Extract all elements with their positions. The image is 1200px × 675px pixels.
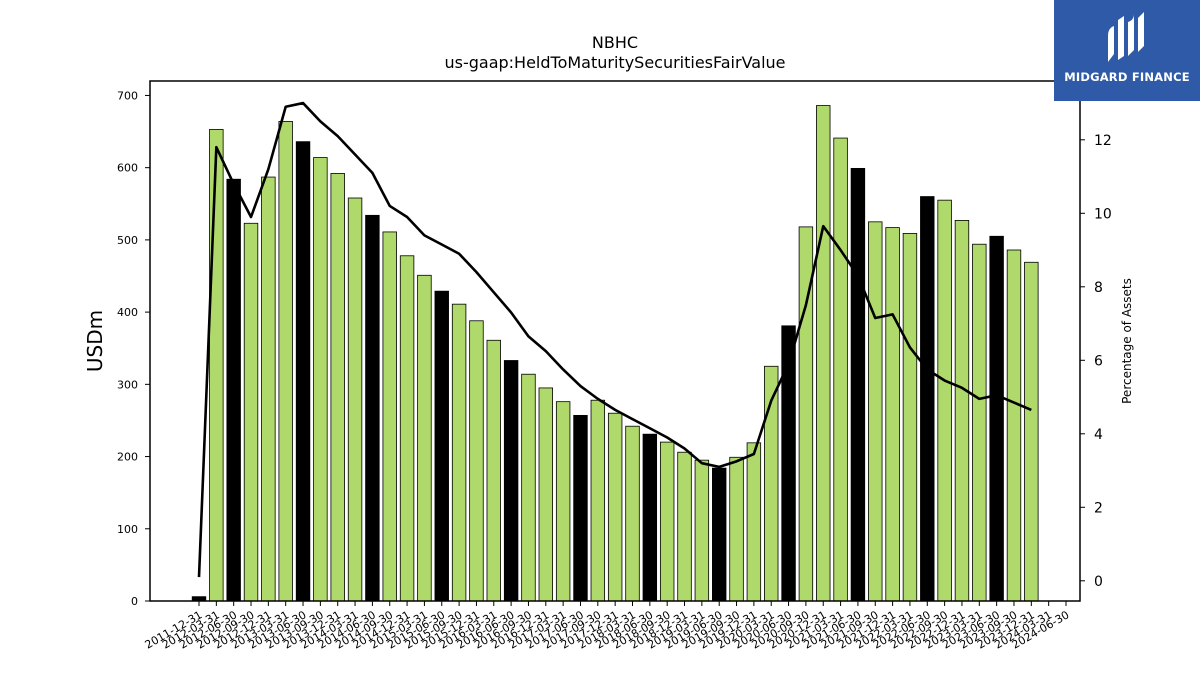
bar-2014-03-31 xyxy=(347,197,363,602)
bar-2022-06-30 xyxy=(920,196,935,602)
bar-2023-12-31 xyxy=(1024,261,1039,602)
bar-2018-12-31 xyxy=(677,451,692,602)
bar-2019-06-30 xyxy=(712,467,727,602)
x-axis: 2011-12-312012-03-312012-06-302012-09-30… xyxy=(143,601,1072,652)
bar-2019-09-30 xyxy=(729,456,744,602)
bar-2013-12-31 xyxy=(330,173,345,602)
y2-tick-label: 12 xyxy=(1094,133,1112,149)
bar-2012-12-31 xyxy=(261,176,276,602)
bar-2014-06-30 xyxy=(365,214,380,602)
bar-2021-03-31 xyxy=(833,137,848,602)
y2-tick-label: 10 xyxy=(1094,206,1112,222)
chart-subtitle: us-gaap:HeldToMaturitySecuritiesFairValu… xyxy=(444,53,785,72)
midgard-logo-icon xyxy=(1108,12,1144,62)
y-tick-label: 0 xyxy=(131,595,138,608)
bar-series xyxy=(191,105,1039,602)
y2-tick-label: 8 xyxy=(1094,280,1103,296)
bar-2016-06-30 xyxy=(503,360,519,602)
bar-2018-03-31 xyxy=(625,425,640,602)
y-tick-label: 700 xyxy=(117,89,138,102)
y2-tick-label: 0 xyxy=(1094,574,1103,590)
bar-2021-12-31 xyxy=(885,227,900,602)
y-tick-label: 200 xyxy=(117,451,138,464)
y-tick-label: 400 xyxy=(117,306,138,319)
bar-2012-03-31 xyxy=(209,128,224,602)
bar-2013-09-30 xyxy=(313,157,328,602)
bar-2019-12-31 xyxy=(746,442,762,602)
y2-tick-label: 6 xyxy=(1094,353,1103,369)
bar-2023-09-30 xyxy=(1006,249,1022,602)
bar-2013-06-30 xyxy=(295,141,311,602)
bar-2020-06-30 xyxy=(781,325,796,602)
brand-logo: MIDGARD FINANCE xyxy=(1054,0,1200,101)
bar-2015-06-30 xyxy=(434,290,449,602)
bar-2012-06-30 xyxy=(226,178,241,602)
bar-2013-03-31 xyxy=(278,121,293,602)
bar-2017-06-30 xyxy=(573,414,588,602)
bar-2022-03-31 xyxy=(902,232,918,602)
line-series xyxy=(197,101,1032,578)
chart-title: NBHC xyxy=(592,33,638,52)
y-axis-label: USDm xyxy=(83,310,107,372)
brand-name: MIDGARD FINANCE xyxy=(1064,70,1190,84)
bar-2017-12-31 xyxy=(607,412,623,602)
bar-2015-03-31 xyxy=(417,274,432,602)
bar-2023-03-31 xyxy=(972,243,987,602)
bar-2018-09-30 xyxy=(659,441,675,602)
bar-2015-12-31 xyxy=(469,320,484,602)
y-tick-label: 600 xyxy=(117,162,138,175)
y2-tick-label: 4 xyxy=(1094,427,1103,443)
pct-assets-line xyxy=(197,101,1032,578)
y-tick-label: 300 xyxy=(117,378,138,391)
bar-2014-09-30 xyxy=(382,231,397,602)
bar-2023-06-30 xyxy=(989,235,1004,602)
bar-2016-12-31 xyxy=(538,387,554,602)
y-axis-left: 0 100 200 300 400 500 600 700 xyxy=(117,89,150,608)
bar-2012-09-30 xyxy=(243,222,259,602)
y2-tick-label: 2 xyxy=(1094,500,1103,516)
y-axis-right: 0 2 4 6 8 10 12 xyxy=(1080,133,1112,590)
bar-2017-03-31 xyxy=(555,401,571,602)
y-tick-label: 100 xyxy=(117,523,138,536)
bar-2017-09-30 xyxy=(590,399,606,602)
bar-2020-12-31 xyxy=(816,105,831,602)
bar-2015-09-30 xyxy=(451,303,467,602)
bar-2021-09-30 xyxy=(868,221,883,602)
y2-axis-label: Percentage of Assets xyxy=(1120,278,1134,404)
bar-2019-03-31 xyxy=(694,459,710,602)
y-tick-label: 500 xyxy=(117,234,138,247)
bar-2016-09-30 xyxy=(521,373,536,602)
bar-2018-06-30 xyxy=(642,433,658,602)
bar-2022-09-30 xyxy=(937,199,952,602)
bar-2014-12-31 xyxy=(399,255,415,602)
bar-2022-12-31 xyxy=(954,219,970,602)
bar-2021-06-30 xyxy=(850,167,866,602)
bar-2016-03-31 xyxy=(486,339,501,602)
